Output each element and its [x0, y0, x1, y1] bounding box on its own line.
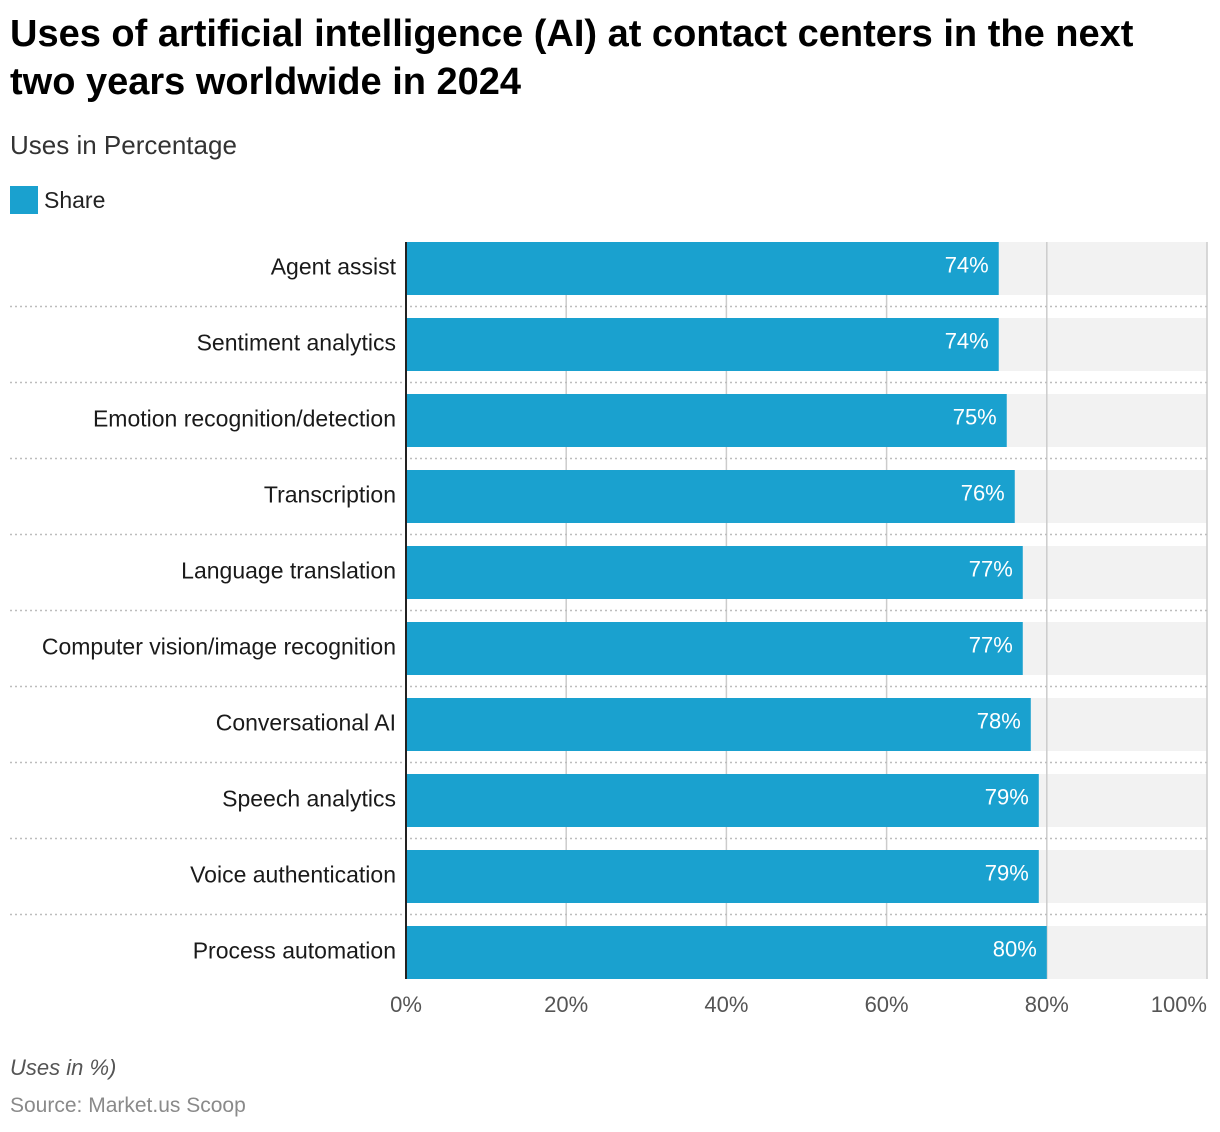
category-label: Speech analytics	[222, 786, 396, 812]
bar	[406, 926, 1047, 979]
category-label: Conversational AI	[216, 710, 396, 736]
bar	[406, 394, 1007, 447]
category-label: Computer vision/image recognition	[42, 634, 396, 660]
chart-subtitle: Uses in Percentage	[10, 130, 237, 160]
bar	[406, 622, 1023, 675]
data-label: 78%	[977, 708, 1021, 733]
bar	[406, 774, 1039, 827]
bar	[406, 318, 999, 371]
x-tick-label: 60%	[865, 992, 909, 1017]
category-label: Agent assist	[271, 254, 397, 280]
data-label: 79%	[985, 860, 1029, 885]
legend: Share	[10, 186, 105, 214]
chart-note: Uses in %)	[10, 1055, 117, 1080]
category-label: Emotion recognition/detection	[93, 406, 396, 432]
data-label: 79%	[985, 784, 1029, 809]
chart-source: Source: Market.us Scoop	[10, 1094, 246, 1117]
bar	[406, 698, 1031, 751]
data-label: 75%	[953, 404, 997, 429]
data-label: 77%	[969, 632, 1013, 657]
data-label: 74%	[945, 328, 989, 353]
category-label: Sentiment analytics	[197, 330, 396, 356]
x-tick-label: 80%	[1025, 992, 1069, 1017]
bar	[406, 470, 1015, 523]
data-label: 76%	[961, 480, 1005, 505]
x-tick-label: 40%	[704, 992, 748, 1017]
bar	[406, 850, 1039, 903]
x-tick-label: 0%	[390, 992, 422, 1017]
x-tick-label: 100%	[1151, 992, 1207, 1017]
legend-label: Share	[44, 187, 106, 213]
legend-swatch	[10, 186, 38, 214]
bar	[406, 546, 1023, 599]
category-label: Transcription	[264, 482, 396, 508]
bar	[406, 242, 999, 295]
data-label: 80%	[993, 936, 1037, 961]
category-label: Voice authentication	[190, 862, 396, 888]
chart-title: Uses of artificial intelligence (AI) at …	[10, 13, 1134, 103]
data-label: 74%	[945, 252, 989, 277]
data-label: 77%	[969, 556, 1013, 581]
category-label: Process automation	[193, 938, 396, 964]
bar-chart: 74% Agent assist 74% Sentiment analytics 75%…	[10, 242, 1208, 1017]
category-label: Language translation	[181, 558, 396, 584]
x-tick-label: 20%	[544, 992, 588, 1017]
